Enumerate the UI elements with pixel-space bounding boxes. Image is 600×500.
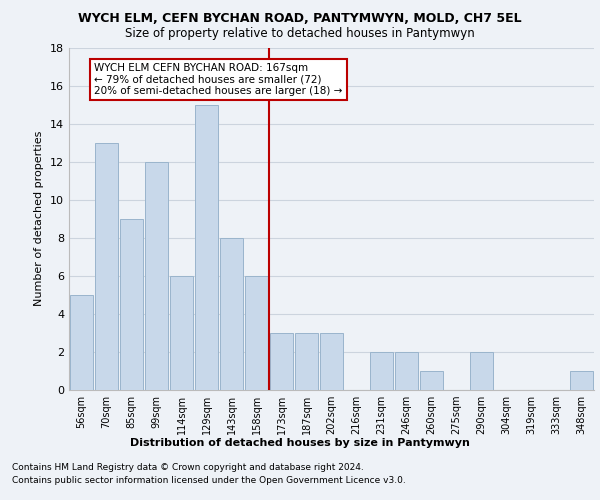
Text: Contains HM Land Registry data © Crown copyright and database right 2024.: Contains HM Land Registry data © Crown c… xyxy=(12,462,364,471)
Bar xyxy=(170,276,193,390)
Text: WYCH ELM, CEFN BYCHAN ROAD, PANTYMWYN, MOLD, CH7 5EL: WYCH ELM, CEFN BYCHAN ROAD, PANTYMWYN, M… xyxy=(78,12,522,26)
Bar xyxy=(95,142,118,390)
Bar xyxy=(269,333,293,390)
Bar xyxy=(395,352,418,390)
Bar xyxy=(245,276,268,390)
Bar xyxy=(220,238,244,390)
Text: Contains public sector information licensed under the Open Government Licence v3: Contains public sector information licen… xyxy=(12,476,406,485)
Text: Distribution of detached houses by size in Pantymwyn: Distribution of detached houses by size … xyxy=(130,438,470,448)
Bar xyxy=(70,295,94,390)
Text: Size of property relative to detached houses in Pantymwyn: Size of property relative to detached ho… xyxy=(125,28,475,40)
Bar xyxy=(470,352,493,390)
Bar xyxy=(370,352,394,390)
Bar xyxy=(194,104,218,390)
Bar xyxy=(119,219,143,390)
Bar xyxy=(320,333,343,390)
Y-axis label: Number of detached properties: Number of detached properties xyxy=(34,131,44,306)
Bar xyxy=(569,371,593,390)
Bar xyxy=(419,371,443,390)
Text: WYCH ELM CEFN BYCHAN ROAD: 167sqm
← 79% of detached houses are smaller (72)
20% : WYCH ELM CEFN BYCHAN ROAD: 167sqm ← 79% … xyxy=(94,62,343,96)
Bar xyxy=(145,162,169,390)
Bar xyxy=(295,333,319,390)
